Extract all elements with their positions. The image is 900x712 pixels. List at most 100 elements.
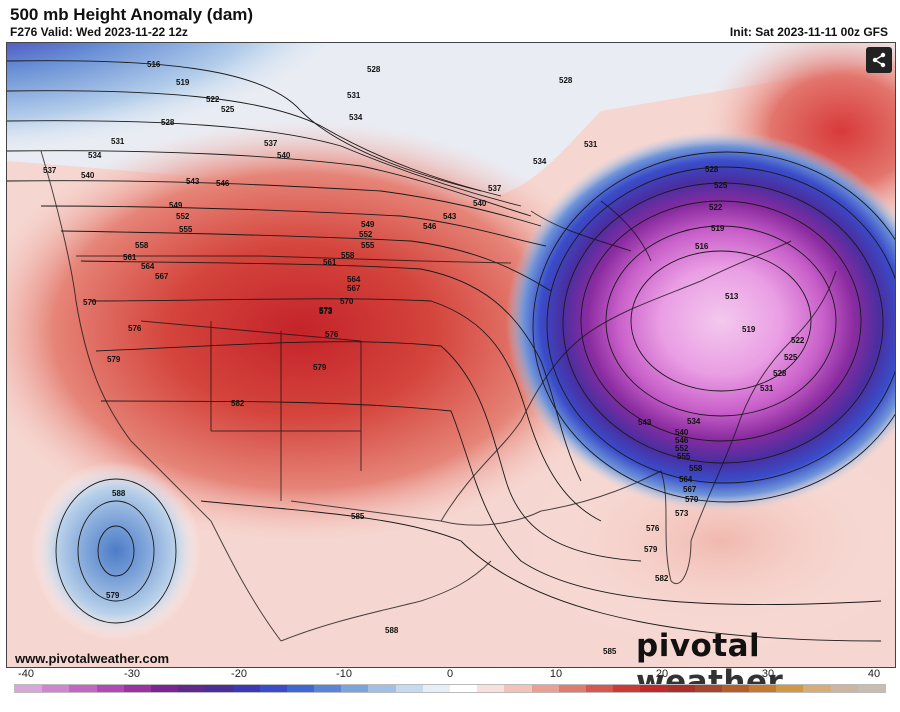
colorbar-segment — [42, 685, 70, 692]
contour-label: 525 — [714, 181, 728, 190]
contour-label: 579 — [107, 355, 121, 364]
great-lakes — [530, 200, 652, 262]
contour-label: 516 — [147, 60, 161, 69]
contour-line — [580, 200, 862, 442]
geography-lines — [40, 150, 837, 642]
colorbar-segment — [96, 685, 124, 692]
colorbar-segment — [477, 685, 505, 692]
contour-line — [200, 500, 882, 642]
colorbar-segment — [721, 685, 750, 692]
contour-label: 555 — [179, 225, 193, 234]
height-anomaly-map[interactable]: 516 519 522 525 528 531 534 537 540 543 … — [7, 43, 896, 668]
west-coast — [40, 150, 282, 642]
contour-label: 531 — [584, 140, 598, 149]
contour-line — [562, 182, 884, 464]
contour-label: 540 — [675, 428, 689, 437]
contour-label: 549 — [169, 201, 183, 210]
colorbar-segment — [803, 685, 831, 692]
colorbar-segment — [123, 685, 151, 692]
contour-line — [532, 151, 895, 503]
contour-label: 513 — [725, 292, 739, 301]
contour-line — [7, 120, 522, 207]
contour-label: 525 — [221, 105, 235, 114]
contour-label: 558 — [689, 464, 703, 473]
colorbar-segment — [450, 685, 478, 692]
contour-label: 522 — [206, 95, 220, 104]
colorbar-segment — [314, 685, 342, 692]
contour-label: 546 — [423, 222, 437, 231]
contour-label: 531 — [347, 91, 361, 100]
contour-label: 531 — [760, 384, 774, 393]
colorbar-tick: 0 — [446, 668, 454, 680]
colorbar-segment — [830, 685, 858, 692]
contour-label: 555 — [677, 452, 691, 461]
contour-label: 573 — [319, 306, 333, 315]
contour-label: 528 — [773, 369, 787, 378]
colorbar-tick: -10 — [336, 668, 352, 680]
contour-line — [77, 500, 155, 602]
contour-label: 579 — [644, 545, 658, 554]
colorbar-segment — [69, 685, 97, 692]
contour-label: 537 — [43, 166, 57, 175]
share-button[interactable] — [866, 47, 892, 73]
contour-label: 534 — [533, 157, 547, 166]
contour-label: 525 — [784, 353, 798, 362]
contour-label: 576 — [325, 330, 339, 339]
contour-label: 570 — [685, 495, 699, 504]
contour-label: 588 — [112, 489, 126, 498]
brand-part2: weather — [636, 664, 784, 700]
colorbar-tick: 10 — [549, 668, 563, 680]
contour-label: 528 — [705, 165, 719, 174]
colorbar-segment — [205, 685, 233, 692]
height-contours — [7, 60, 895, 642]
contour-line — [100, 400, 882, 606]
contour-line — [90, 298, 602, 522]
contour-line — [60, 230, 552, 292]
contour-label: 543 — [186, 177, 200, 186]
contour-label: 558 — [341, 251, 355, 260]
contour-label: 540 — [473, 199, 487, 208]
contour-label: 546 — [675, 436, 689, 445]
contour-label: 579 — [313, 363, 327, 372]
contour-label: 522 — [791, 336, 805, 345]
contour-label: 528 — [367, 65, 381, 74]
contour-label: 582 — [655, 574, 669, 583]
colorbar-tick: -20 — [231, 668, 247, 680]
colorbar-gradient — [14, 684, 886, 693]
contour-label: 582 — [231, 399, 245, 408]
contour-label: 531 — [111, 137, 125, 146]
colorbar-segment — [613, 685, 641, 692]
colorbar-segment — [178, 685, 206, 692]
contour-label: 534 — [349, 113, 363, 122]
colorbar-tick: -30 — [124, 668, 140, 680]
colorbar-segment — [341, 685, 369, 692]
contour-label: 570 — [83, 298, 97, 307]
western-ridge-shading — [7, 121, 631, 541]
contour-label: 564 — [141, 262, 155, 271]
contour-line — [7, 150, 532, 217]
share-icon — [872, 52, 886, 68]
map-panel[interactable]: 516 519 522 525 528 531 534 537 540 543 … — [6, 42, 896, 668]
contour-label: 546 — [216, 179, 230, 188]
contour-line — [546, 166, 895, 484]
brand-part1: pivotal — [636, 628, 761, 664]
colorbar-tick: 20 — [655, 668, 669, 680]
contour-line — [80, 260, 582, 482]
colorbar-tick: -40 — [18, 668, 34, 680]
contour-label: 516 — [695, 242, 709, 251]
contour-label: 588 — [385, 626, 399, 635]
colorbar-tick: 40 — [867, 668, 881, 680]
color-legend: -40 -30 -20 -10 0 10 20 30 40 — [14, 668, 886, 712]
map-title: 500 mb Height Anomaly (dam) — [10, 5, 254, 24]
contour-line — [630, 250, 812, 392]
contour-label: 552 — [176, 212, 190, 221]
colorbar-tick-labels: -40 -30 -20 -10 0 10 20 30 40 — [14, 668, 886, 682]
contour-label: 567 — [683, 485, 697, 494]
contour-label: 537 — [264, 139, 278, 148]
colorbar-segment — [232, 685, 260, 692]
init-time: Init: Sat 2023-11-11 00z GFS — [729, 25, 888, 39]
contour-label: 564 — [347, 275, 361, 284]
colorbar-segment — [368, 685, 396, 692]
contour-label: 534 — [88, 151, 102, 160]
colorbar-tick: 30 — [761, 668, 775, 680]
